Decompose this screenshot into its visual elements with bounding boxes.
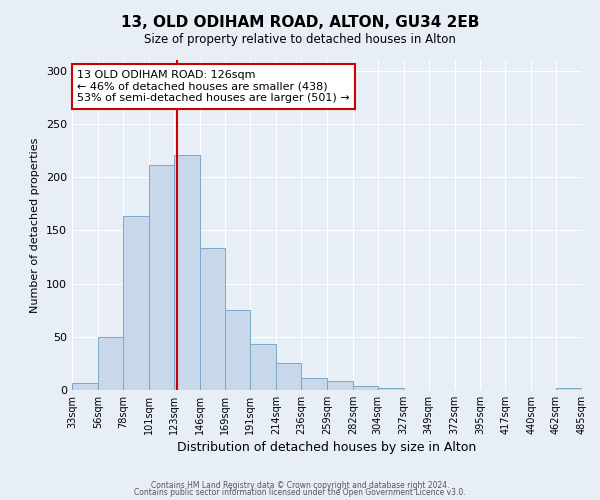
Text: Contains public sector information licensed under the Open Government Licence v3: Contains public sector information licen… — [134, 488, 466, 497]
Bar — [226, 310, 250, 390]
Bar — [327, 382, 353, 390]
Text: 13, OLD ODIHAM ROAD, ALTON, GU34 2EB: 13, OLD ODIHAM ROAD, ALTON, GU34 2EB — [121, 15, 479, 30]
Bar — [250, 344, 276, 390]
Bar — [98, 337, 123, 390]
Bar — [276, 364, 301, 390]
Y-axis label: Number of detached properties: Number of detached properties — [31, 138, 40, 312]
Bar — [301, 378, 327, 390]
Bar — [556, 388, 582, 390]
Bar — [173, 154, 199, 390]
Bar — [378, 388, 404, 390]
X-axis label: Distribution of detached houses by size in Alton: Distribution of detached houses by size … — [178, 441, 476, 454]
Text: Contains HM Land Registry data © Crown copyright and database right 2024.: Contains HM Land Registry data © Crown c… — [151, 480, 449, 490]
Bar — [149, 166, 173, 390]
Bar — [200, 248, 226, 390]
Bar — [72, 382, 98, 390]
Bar — [353, 386, 378, 390]
Bar — [123, 216, 149, 390]
Text: 13 OLD ODIHAM ROAD: 126sqm
← 46% of detached houses are smaller (438)
53% of sem: 13 OLD ODIHAM ROAD: 126sqm ← 46% of deta… — [77, 70, 350, 103]
Text: Size of property relative to detached houses in Alton: Size of property relative to detached ho… — [144, 32, 456, 46]
